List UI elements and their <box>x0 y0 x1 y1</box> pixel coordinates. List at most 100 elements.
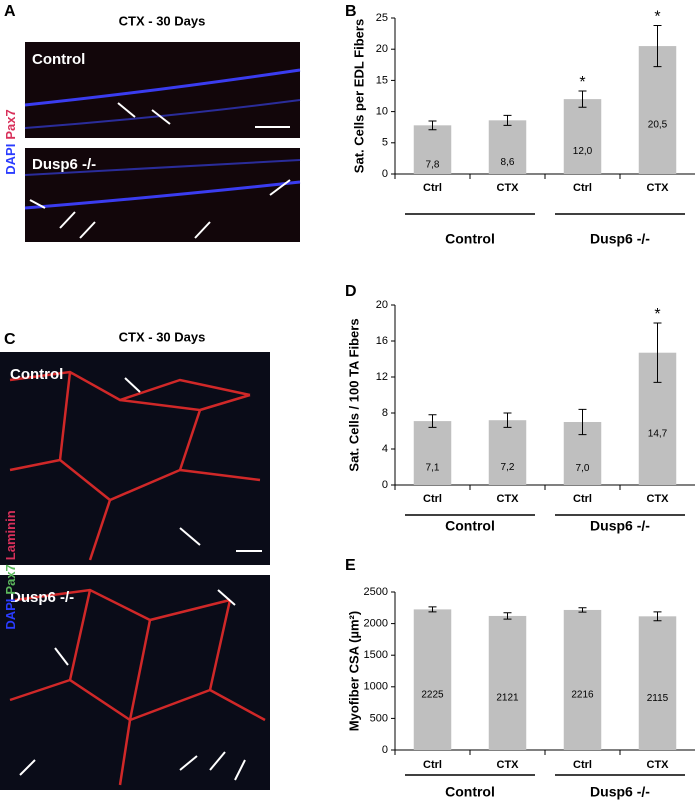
y-tick-label: 20 <box>376 43 388 55</box>
fiber <box>24 180 301 210</box>
x-tick-label: Ctrl <box>423 759 442 771</box>
y-tick-label: 15 <box>376 74 388 86</box>
x-tick-label: CTX <box>497 182 520 194</box>
arrows <box>19 102 291 781</box>
bar <box>413 609 452 750</box>
field-label: Dusp6 -/- <box>10 589 74 606</box>
bar <box>638 46 677 174</box>
significance: * <box>579 74 585 91</box>
y-axis-label: Sat. Cells per EDL Fibers <box>351 19 366 173</box>
x-tick-label: CTX <box>647 493 670 505</box>
fiber <box>24 68 301 107</box>
y-tick-label: 0 <box>382 479 388 491</box>
y-tick-label: 2000 <box>364 618 388 630</box>
panel-title: CTX - 30 Days <box>119 329 206 344</box>
x-tick-label: Ctrl <box>573 759 592 771</box>
x-tick-label: Ctrl <box>423 182 442 194</box>
panel-letter: E <box>345 557 356 574</box>
value-label: 7,8 <box>426 159 440 170</box>
field-label: Dusp6 -/- <box>32 156 96 173</box>
stain-word: Laminin <box>3 510 18 560</box>
bar <box>488 420 527 485</box>
y-tick-label: 20 <box>376 299 388 311</box>
panel-letter: C <box>4 331 16 348</box>
bar <box>488 120 527 174</box>
error-bar <box>503 114 512 126</box>
y-axis-label: Myofiber CSA (µm²) <box>346 611 361 731</box>
value-label: 20,5 <box>648 120 668 131</box>
bar <box>638 616 677 750</box>
value-label: 2216 <box>571 690 594 701</box>
group-label: Dusp6 -/- <box>590 231 650 247</box>
x-tick-label: Ctrl <box>573 493 592 505</box>
laminin-network <box>9 370 266 786</box>
y-tick-label: 4 <box>382 443 388 455</box>
error-bar <box>578 607 587 613</box>
group-label: Control <box>445 518 495 534</box>
y-tick-label: 0 <box>382 168 388 180</box>
stain-word: DAPI <box>3 144 18 175</box>
y-tick-label: 0 <box>382 744 388 756</box>
error-bar <box>578 408 587 436</box>
stain-label: DAPI Pax7 Laminin <box>3 510 18 629</box>
error-bar <box>503 612 512 620</box>
panel-letter: B <box>345 3 357 20</box>
value-label: 14,7 <box>648 428 668 439</box>
x-tick-label: CTX <box>497 759 520 771</box>
x-tick-label: CTX <box>647 182 670 194</box>
stain-word: Pax7 <box>3 109 18 139</box>
value-label: 2121 <box>496 693 519 704</box>
group-label: Dusp6 -/- <box>590 518 650 534</box>
y-tick-label: 12 <box>376 371 388 383</box>
x-tick-label: CTX <box>497 493 520 505</box>
significance: * <box>654 306 660 323</box>
y-tick-label: 10 <box>376 106 388 118</box>
value-label: 12,0 <box>573 146 593 157</box>
y-axis-label: Sat. Cells / 100 TA Fibers <box>346 318 361 471</box>
value-label: 7,1 <box>426 463 440 474</box>
y-tick-label: 16 <box>376 335 388 347</box>
bar <box>488 615 527 750</box>
value-label: 2225 <box>421 689 444 700</box>
y-tick-label: 1500 <box>364 649 388 661</box>
x-tick-label: CTX <box>647 759 670 771</box>
value-label: 7,0 <box>576 463 590 474</box>
error-bar <box>428 120 437 131</box>
group-label: Dusp6 -/- <box>590 784 650 800</box>
field-label: Control <box>10 366 63 383</box>
fiber <box>24 159 301 176</box>
y-tick-label: 1000 <box>364 681 388 693</box>
stain-label: DAPI Pax7 <box>3 109 18 174</box>
micrograph <box>0 352 270 565</box>
error-bar <box>428 606 437 613</box>
y-tick-label: 5 <box>382 137 388 149</box>
error-bar <box>653 611 662 622</box>
panel-letter: D <box>345 283 357 300</box>
bar <box>563 609 602 750</box>
error-bar <box>428 414 437 428</box>
value-label: 8,6 <box>501 157 515 168</box>
panel-title: CTX - 30 Days <box>119 13 206 28</box>
group-label: Control <box>445 231 495 247</box>
bar <box>413 421 452 485</box>
value-label: 7,2 <box>501 462 515 473</box>
panel-letter: A <box>4 3 16 20</box>
significance: * <box>654 9 660 26</box>
error-bar <box>653 322 662 383</box>
x-tick-label: Ctrl <box>573 182 592 194</box>
bar <box>563 99 602 174</box>
group-label: Control <box>445 784 495 800</box>
value-label: 2115 <box>647 693 669 704</box>
bar <box>413 125 452 174</box>
micrograph <box>0 575 270 790</box>
stain-word: Pax7 <box>3 564 18 594</box>
error-bar <box>578 90 587 108</box>
x-tick-label: Ctrl <box>423 493 442 505</box>
y-tick-label: 2500 <box>364 586 388 598</box>
y-tick-label: 8 <box>382 407 388 419</box>
y-tick-label: 500 <box>370 712 388 724</box>
error-bar <box>503 412 512 428</box>
error-bar <box>653 24 662 68</box>
stain-word: DAPI <box>3 599 18 630</box>
